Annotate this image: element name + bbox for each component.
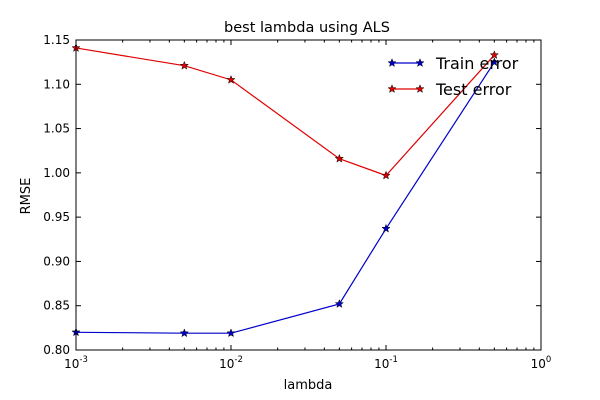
series-line bbox=[75, 61, 495, 334]
series-line bbox=[75, 47, 495, 177]
data-point bbox=[381, 170, 391, 180]
data-point bbox=[179, 60, 190, 70]
legend-label: Test error bbox=[435, 80, 512, 99]
data-point bbox=[381, 223, 391, 233]
chart-title: best lambda using ALS bbox=[224, 20, 390, 36]
plot-frame bbox=[75, 39, 542, 351]
y-tick-label: 0.95 bbox=[43, 210, 70, 224]
data-point bbox=[334, 299, 345, 308]
data-point bbox=[334, 153, 345, 163]
legend-marker bbox=[415, 84, 425, 93]
legend-label: Train error bbox=[435, 54, 519, 73]
data-point bbox=[489, 57, 500, 67]
data-point bbox=[226, 328, 236, 338]
y-tick-label: 1.05 bbox=[43, 122, 70, 136]
legend: Train error Test error bbox=[387, 54, 519, 99]
y-tick-label: 0.80 bbox=[43, 343, 70, 357]
x-tick-label: 100 bbox=[531, 355, 552, 371]
x-axis-label: lambda bbox=[284, 378, 333, 393]
x-axis: 10-3 10-2 10-1 100 bbox=[64, 40, 551, 371]
y-tick-label: 1.00 bbox=[43, 166, 70, 180]
y-axis-label: RMSE bbox=[19, 178, 34, 215]
legend-marker bbox=[387, 58, 397, 67]
y-tick-label: 1.10 bbox=[43, 77, 70, 91]
data-point bbox=[179, 328, 190, 338]
x-tick-label: 10-2 bbox=[219, 355, 243, 371]
legend-marker bbox=[415, 58, 425, 67]
data-point bbox=[489, 50, 500, 60]
y-axis: 0.80 0.85 0.90 0.95 1.00 1.05 1.10 1.15 bbox=[43, 33, 541, 357]
y-tick-label: 0.85 bbox=[43, 299, 70, 313]
y-tick-label: 0.90 bbox=[43, 254, 70, 268]
legend-marker bbox=[387, 84, 397, 93]
x-tick-label: 10-1 bbox=[374, 355, 398, 371]
y-tick-label: 1.15 bbox=[43, 33, 70, 47]
data-point bbox=[226, 74, 236, 84]
x-tick-label: 10-3 bbox=[64, 355, 88, 371]
plot-area bbox=[71, 43, 500, 338]
